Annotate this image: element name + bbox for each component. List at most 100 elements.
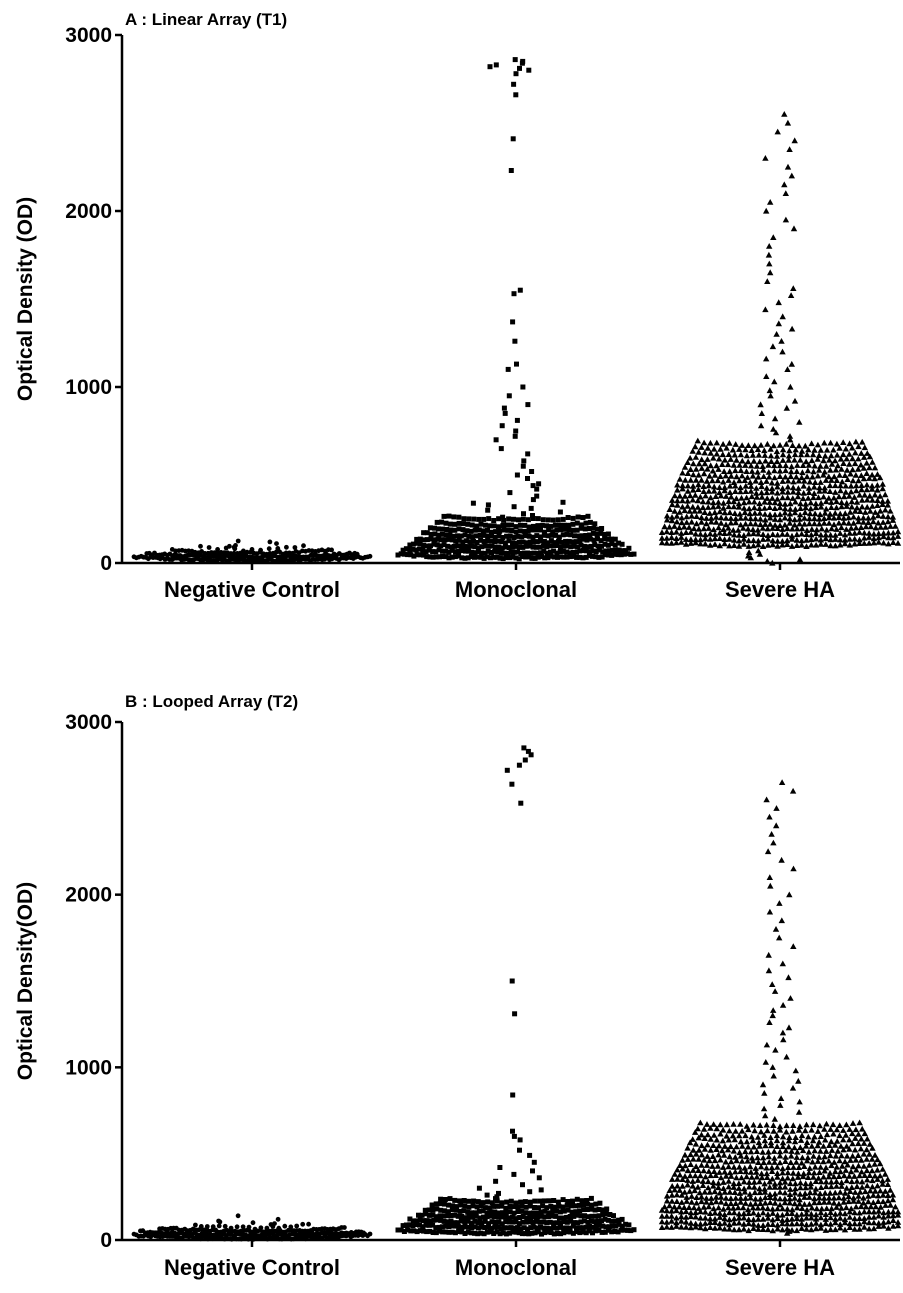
data-point-triangle (832, 510, 839, 516)
data-point-circle (276, 1225, 282, 1231)
data-point-triangle (892, 523, 899, 529)
data-point-triangle (815, 1138, 823, 1145)
data-point-triangle (668, 514, 676, 520)
data-point-triangle (782, 1154, 789, 1160)
data-point-square (479, 550, 485, 556)
data-point-triangle (737, 1195, 744, 1201)
data-point-square (518, 551, 524, 556)
data-point-triangle (776, 442, 784, 448)
data-point-square (615, 552, 621, 558)
data-point-square (527, 543, 533, 549)
data-point-square (570, 550, 576, 555)
data-point-triangle (795, 1126, 803, 1133)
data-point-triangle (805, 1174, 812, 1180)
data-point-triangle (679, 1157, 686, 1163)
data-point-triangle (748, 468, 756, 474)
data-point-triangle (821, 1195, 828, 1201)
data-point-square (530, 1168, 535, 1174)
data-point-square (523, 1204, 529, 1210)
data-point-triangle (678, 514, 685, 521)
data-point-triangle (767, 199, 774, 205)
data-point-square (612, 1218, 618, 1224)
data-point-triangle (731, 531, 738, 538)
data-point-triangle (846, 440, 853, 447)
data-point-triangle (715, 524, 722, 531)
data-point-square (439, 1224, 445, 1230)
data-point-square (528, 505, 534, 511)
data-point-square (459, 1224, 465, 1230)
data-point-square (471, 538, 476, 544)
data-point-square (574, 549, 579, 555)
data-point-square (488, 538, 494, 544)
data-point-square (598, 538, 604, 544)
data-point-triangle (720, 1206, 727, 1212)
data-point-triangle (692, 1140, 700, 1147)
data-point-triangle (860, 1163, 868, 1169)
data-point-triangle (786, 891, 793, 898)
data-point-square (411, 553, 417, 559)
data-point-square (484, 1210, 490, 1216)
data-point-triangle (815, 494, 822, 501)
data-point-triangle (858, 1168, 865, 1175)
data-point-square (548, 553, 554, 559)
data-point-square (447, 532, 453, 538)
data-point-triangle (861, 491, 868, 498)
data-point-square (466, 516, 472, 522)
data-point-triangle (766, 813, 773, 820)
data-point-triangle (764, 542, 772, 548)
data-point-square (504, 767, 510, 773)
data-point-square (520, 1182, 525, 1188)
data-point-square (519, 554, 525, 559)
data-point-triangle (715, 499, 722, 505)
data-point-triangle (823, 505, 830, 512)
data-point-triangle (743, 468, 750, 474)
data-point-square (449, 547, 455, 553)
data-point-triangle (740, 499, 748, 506)
data-point-triangle (658, 1218, 666, 1225)
data-point-triangle (766, 1019, 773, 1025)
data-point-triangle (760, 467, 767, 473)
data-point-triangle (759, 1149, 766, 1155)
data-point-triangle (811, 1195, 818, 1202)
data-point-square (482, 550, 488, 556)
data-point-square (531, 1205, 537, 1210)
data-point-triangle (766, 511, 774, 518)
data-point-triangle (810, 1174, 817, 1180)
data-point-triangle (721, 487, 728, 494)
data-point-triangle (833, 1204, 840, 1210)
data-point-square (531, 523, 536, 529)
data-point-triangle (773, 1137, 781, 1144)
data-point-triangle (733, 495, 740, 502)
data-point-triangle (806, 510, 814, 517)
data-point-square (433, 1201, 439, 1207)
data-point-triangle (737, 515, 744, 521)
data-point-triangle (666, 523, 673, 530)
data-point-square (602, 531, 608, 537)
data-point-triangle (811, 446, 818, 453)
data-point-triangle (750, 1121, 757, 1128)
data-point-triangle (781, 111, 788, 117)
data-point-triangle (861, 529, 868, 536)
data-point-triangle (719, 451, 726, 458)
data-point-square (505, 527, 511, 533)
data-point-triangle (766, 499, 773, 505)
data-point-triangle (823, 498, 830, 505)
data-point-triangle (866, 464, 873, 471)
data-point-triangle (699, 1182, 707, 1188)
data-point-square (618, 552, 624, 558)
data-point-triangle (691, 1187, 698, 1194)
data-point-square (564, 1202, 570, 1208)
data-point-triangle (765, 1153, 772, 1160)
data-point-triangle (768, 1164, 776, 1171)
data-point-square (447, 521, 453, 527)
data-point-triangle (795, 1109, 803, 1115)
data-point-triangle (862, 509, 869, 515)
data-point-square (554, 1220, 560, 1226)
data-point-triangle (858, 1135, 865, 1142)
data-point-square (439, 548, 445, 554)
data-point-square (534, 533, 540, 539)
data-point-square (546, 1198, 552, 1204)
data-point-triangle (798, 541, 805, 548)
data-point-triangle (767, 1194, 774, 1200)
data-point-square (410, 1223, 416, 1229)
